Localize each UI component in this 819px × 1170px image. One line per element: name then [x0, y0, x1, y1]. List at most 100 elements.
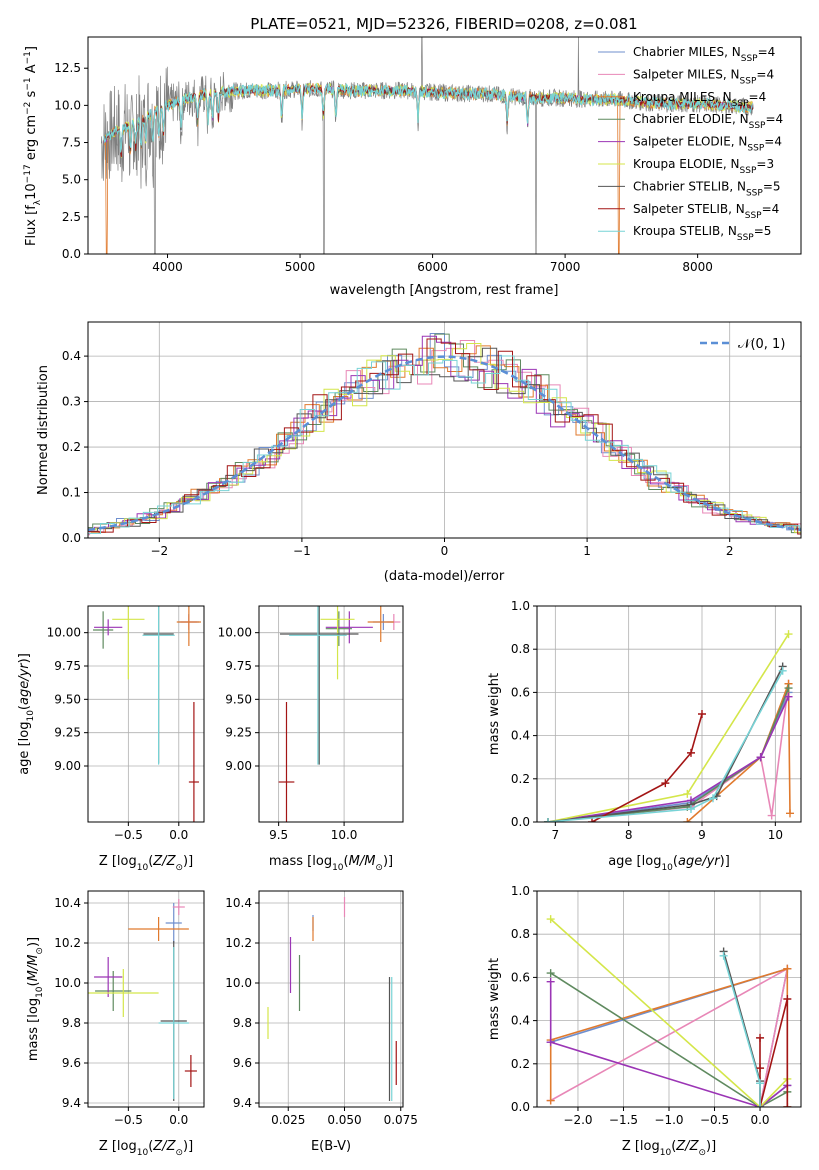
errorbar-point — [158, 947, 189, 1099]
axes-frame — [536, 605, 802, 823]
legend-entry: Salpeter STELIB, NSSP=4 — [633, 202, 779, 221]
weight-series — [544, 662, 787, 822]
y-tick-label: 0.2 — [511, 772, 530, 786]
errorbar-point — [278, 702, 295, 822]
y-tick-label: 10.0 — [54, 976, 81, 990]
panel-spectrum: 4000 5000 6000 7000 8000 0.0 2.5 5.0 7.5 10.0 12.5 — [54, 36, 802, 274]
errorbar-point — [279, 606, 359, 765]
y-tick-label: 9.6 — [233, 1056, 252, 1070]
y-tick-label: 0.2 — [511, 1057, 530, 1071]
x-tick-label: −2 — [150, 544, 168, 558]
errorbar-point — [325, 611, 373, 644]
panel-residuals: −2 −1 0 1 2 0.0 0.1 0.2 0.3 0.4 — [62, 321, 802, 558]
weight-marker — [683, 818, 692, 822]
x-tick-label: −1.5 — [609, 1113, 638, 1127]
weight-series — [719, 951, 765, 1107]
weight-line — [759, 998, 789, 1107]
weight-marker — [783, 964, 792, 973]
y-tick-label: 10.0 — [225, 976, 252, 990]
x-axis-label: age [log10(age/yr)] — [608, 854, 730, 873]
x-tick-label: 0.075 — [384, 1113, 418, 1127]
y-tick-label: 0.6 — [511, 685, 530, 699]
weight-marker — [784, 630, 793, 639]
weight-line — [547, 696, 790, 822]
y-axis-label: age [log10(age/yr)] — [17, 653, 36, 775]
x-tick-label: 8000 — [682, 260, 713, 274]
y-tick-label: 1.0 — [511, 599, 530, 613]
y-tick-label: 9.75 — [54, 659, 81, 673]
legend-entry: Salpeter ELODIE, NSSP=4 — [633, 135, 782, 154]
axes-frame — [87, 36, 802, 255]
errorbar-point — [325, 611, 352, 646]
spectrum-model-line — [103, 83, 754, 153]
weight-series — [544, 684, 793, 822]
legend-entry: Chabrier STELIB, NSSP=5 — [633, 179, 781, 198]
legend-entry: 𝒩(0, 1) — [738, 337, 785, 352]
weight-marker — [546, 1096, 555, 1105]
weight-series — [719, 947, 765, 1107]
errorbar-point — [88, 969, 159, 1017]
legend-entry: Kroupa ELODIE, NSSP=3 — [633, 157, 774, 176]
x-tick-label: 7 — [552, 828, 560, 842]
legend: Chabrier MILES, NSSP=4 Salpeter MILES, NS… — [598, 45, 783, 243]
x-tick-label: −0.5 — [114, 828, 143, 842]
y-tick-label: 0.4 — [511, 1014, 530, 1028]
axes-frame — [87, 605, 205, 823]
y-tick-label: 10.4 — [54, 896, 81, 910]
y-tick-label: 5.0 — [62, 173, 81, 187]
panel-mass-vs-EBV: 0.025 0.050 0.075 9.4 9.6 9.8 10.0 10.2 10.4 — [225, 890, 418, 1127]
x-tick-label: −1 — [293, 544, 311, 558]
y-tick-label: 9.4 — [233, 1096, 252, 1110]
plot-area — [278, 606, 401, 822]
x-tick-label: 0.050 — [327, 1113, 361, 1127]
weight-marker — [661, 779, 670, 788]
plot-area — [88, 899, 197, 1101]
y-tick-label: 0.6 — [511, 970, 530, 984]
x-tick-label: 6000 — [417, 260, 448, 274]
errorbar-point — [176, 606, 201, 646]
weight-line — [547, 687, 790, 822]
weight-marker — [709, 794, 717, 803]
y-tick-label: 0.0 — [511, 1100, 530, 1114]
panel-mass-weight-vs-Z: −2.0 −1.5 −1.0 −0.5 0.0 0.0 0.2 0.4 0.6 0.8 1.0 — [511, 884, 802, 1127]
weight-marker — [546, 977, 555, 986]
x-tick-label: 1 — [583, 544, 591, 558]
weight-line — [550, 918, 788, 1107]
x-tick-label: −0.5 — [700, 1113, 729, 1127]
y-axis-label: Normed distribution — [36, 365, 51, 495]
errorbar-point — [188, 702, 199, 822]
errorbar-point — [95, 971, 132, 1011]
y-tick-label: 10.00 — [218, 626, 252, 640]
errorbar-point — [94, 957, 123, 997]
weight-marker — [546, 969, 555, 978]
x-tick-label: 10.0 — [331, 828, 358, 842]
axes-frame — [258, 890, 404, 1108]
x-tick-label: 0.0 — [169, 1113, 188, 1127]
x-tick-label: 9 — [698, 828, 706, 842]
y-tick-label: 10.4 — [225, 896, 252, 910]
weight-marker — [784, 684, 793, 693]
x-tick-label: 5000 — [285, 260, 316, 274]
weight-line — [547, 633, 790, 822]
y-tick-label: 9.6 — [62, 1056, 81, 1070]
y-axis-label: mass [log10(M/M⊙)] — [26, 937, 45, 1061]
panel-age-vs-mass: 9.5 10.0 9.00 9.25 9.50 9.75 10.00 — [218, 605, 404, 842]
x-tick-label: 7000 — [550, 260, 581, 274]
weight-marker — [687, 805, 695, 814]
plot-area — [544, 630, 794, 822]
weight-series — [588, 710, 706, 822]
weight-marker — [786, 809, 794, 818]
chart-title: PLATE=0521, MJD=52326, FIBERID=0208, z=0… — [250, 15, 637, 33]
histogram-series — [88, 347, 801, 532]
weight-marker — [546, 1038, 555, 1047]
weight-marker — [588, 818, 596, 822]
legend-entry: Chabrier MILES, NSSP=4 — [633, 45, 775, 64]
weight-series — [544, 688, 793, 822]
weight-marker — [756, 1103, 765, 1107]
weight-marker — [719, 951, 728, 960]
panel-mass-vs-Z: −0.5 0.0 9.4 9.6 9.8 10.0 10.2 10.4 — [54, 890, 205, 1127]
y-tick-label: 0.0 — [62, 247, 81, 261]
histogram-series — [88, 355, 801, 534]
y-tick-label: 12.5 — [54, 61, 81, 75]
